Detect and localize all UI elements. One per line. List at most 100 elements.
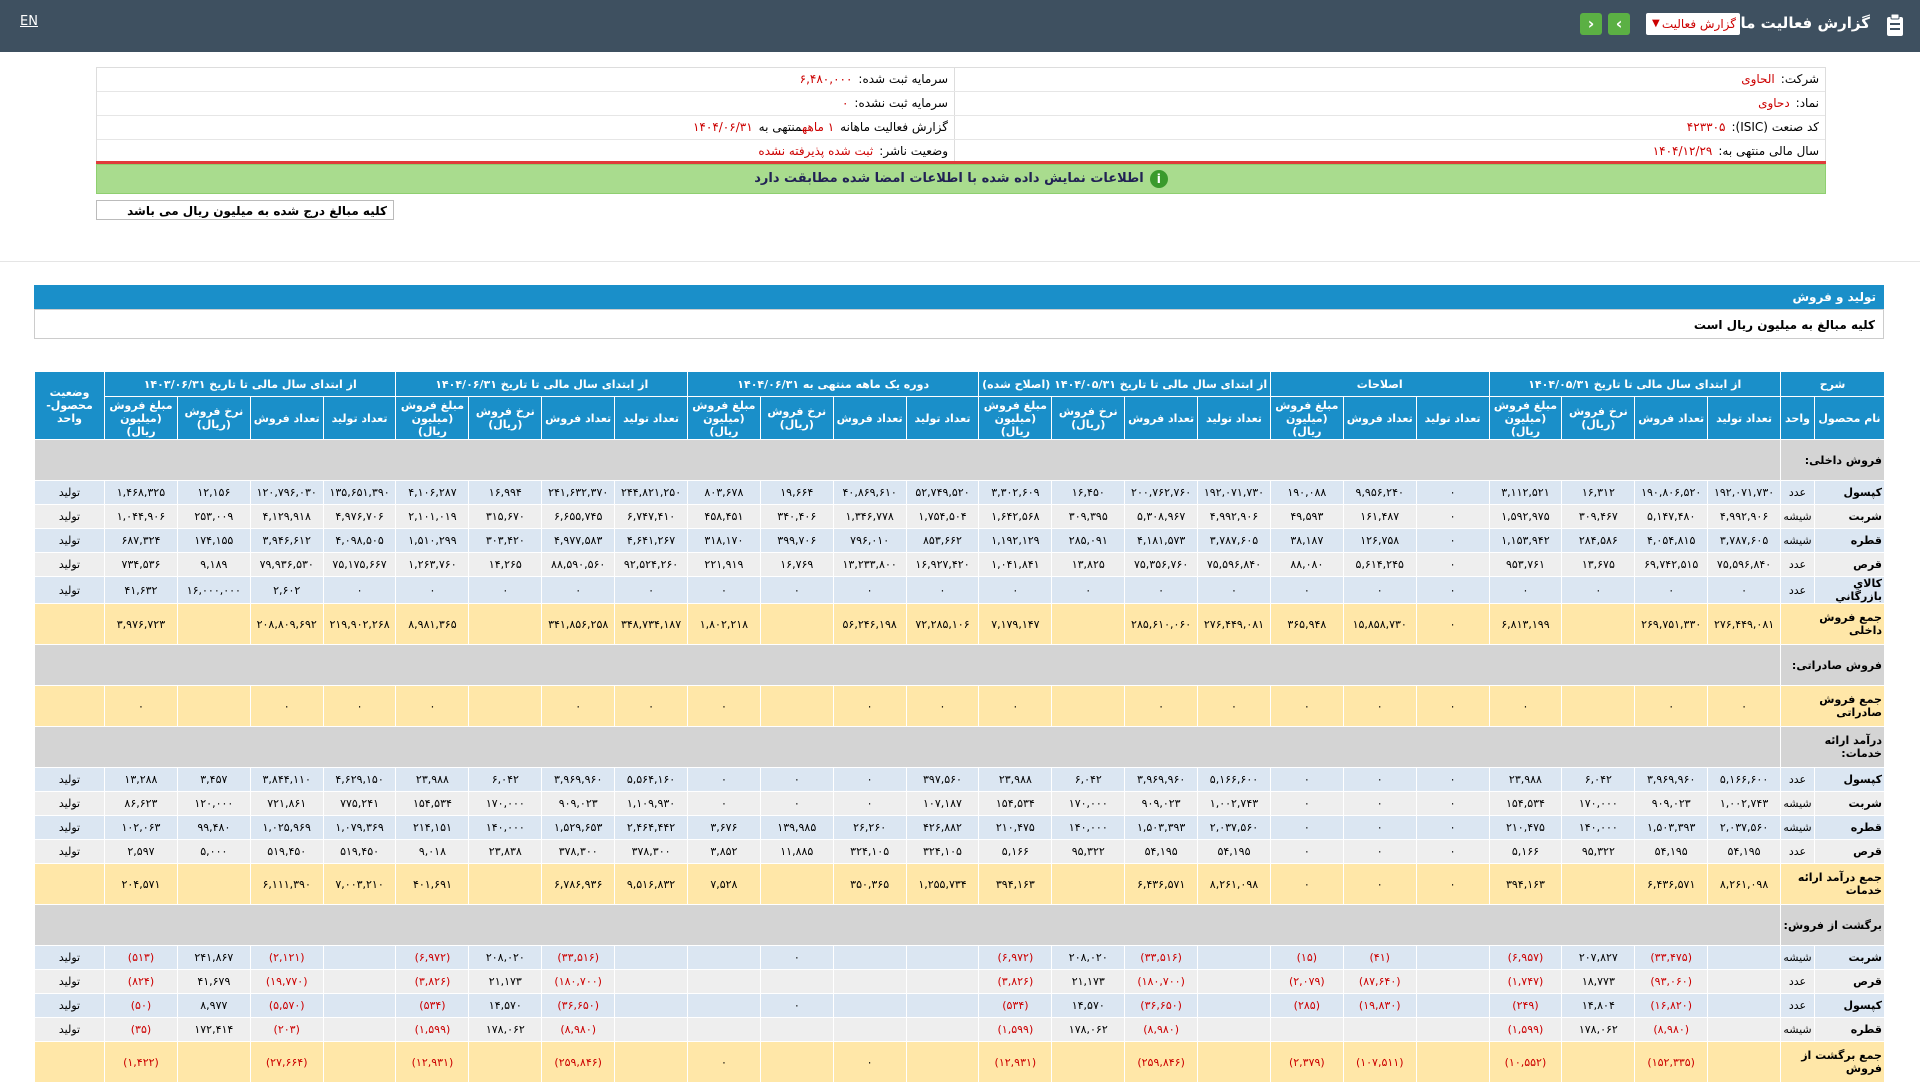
table-cell: ۴,۶۴۱,۲۶۷ (615, 529, 688, 553)
table-cell (35, 864, 105, 905)
unit: شیشه (1780, 1018, 1814, 1042)
table-cell: ۳۲۴,۱۰۵ (906, 840, 979, 864)
column-header: نرخ فروش (ریال) (1052, 397, 1125, 440)
group-header: شرح (1780, 372, 1884, 397)
table-cell: ۱۳,۲۸۸ (105, 768, 178, 792)
info-field: نماد:دحاوی (1758, 92, 1819, 115)
table-cell: (۹۳,۰۶۰) (1635, 970, 1708, 994)
product-name: کپسول (1814, 994, 1884, 1018)
table-cell: ۱۵,۸۵۸,۷۳۰ (1343, 604, 1416, 645)
table-cell: ۵,۰۰۰ (177, 840, 250, 864)
table-cell (615, 1018, 688, 1042)
table-cell: ۳۴۱,۸۵۶,۲۵۸ (542, 604, 615, 645)
table-cell: ۰ (760, 577, 833, 604)
table-cell: ۰ (1416, 577, 1489, 604)
report-icon (1884, 13, 1906, 37)
table-cell: ۳۹۴,۱۶۳ (979, 864, 1052, 905)
info-field: وضعیت ناشر:ثبت شده پذیرفته نشده (108, 140, 955, 163)
table-cell (1562, 604, 1635, 645)
total-name: جمع درآمد ارائه خدمات (1780, 864, 1884, 905)
column-header: تعداد تولید (323, 397, 396, 440)
table-cell: ۴۹,۵۹۳ (1270, 505, 1343, 529)
table-cell: (۸۷,۶۴۰) (1343, 970, 1416, 994)
column-header: نرخ فروش (ریال) (469, 397, 542, 440)
table-cell: ۵,۳۰۸,۹۶۷ (1125, 505, 1198, 529)
table-cell: ۰ (687, 792, 760, 816)
report-dropdown[interactable]: گزارش فعالیت▼ (1646, 13, 1740, 35)
table-cell: ۱۸,۷۷۳ (1562, 970, 1635, 994)
table-cell: ۱,۶۴۲,۵۶۸ (979, 505, 1052, 529)
field-value: ۱ ماهه (802, 120, 834, 134)
table-cell: ۰ (1489, 686, 1562, 727)
unit: عدد (1780, 970, 1814, 994)
data-row: کپسولعدد(۱۶,۸۲۰)۱۴,۸۰۴(۲۴۹)(۱۹,۸۳۰)(۲۸۵)… (35, 994, 1885, 1018)
table-cell: (۶,۹۷۲) (979, 946, 1052, 970)
group-header: از ابتدای سال مالی تا تاریخ ۱۴۰۳/۰۶/۳۱ (105, 372, 396, 397)
table-cell: ۰ (687, 1042, 760, 1083)
unit: عدد (1780, 577, 1814, 604)
table-cell (1416, 970, 1489, 994)
table-cell (687, 1018, 760, 1042)
table-cell: (۳۳,۵۱۶) (542, 946, 615, 970)
column-header: وضعیت محصول-واحد (35, 372, 105, 440)
table-cell: ۳۴۸,۷۳۴,۱۸۷ (615, 604, 688, 645)
table-cell: ۱۷۸,۰۶۲ (1052, 1018, 1125, 1042)
table-cell: (۲,۳۷۹) (1270, 1042, 1343, 1083)
table-cell: ۰ (1343, 768, 1416, 792)
table-cell: (۱۵۲,۳۳۵) (1635, 1042, 1708, 1083)
table-cell: ۲۶۹,۷۵۱,۳۳۰ (1635, 604, 1708, 645)
table-cell (687, 970, 760, 994)
column-header: واحد (1780, 397, 1814, 440)
table-cell: ۱,۰۴۴,۹۰۶ (105, 505, 178, 529)
table-cell: (۱۲,۹۳۱) (396, 1042, 469, 1083)
table-cell: ۰ (687, 577, 760, 604)
table-cell: (۳۶,۶۵۰) (1125, 994, 1198, 1018)
next-button[interactable]: › (1608, 13, 1630, 35)
status: تولید (35, 553, 105, 577)
field-label: سرمایه ثبت شده: (858, 72, 948, 86)
column-header: تعداد فروش (1635, 397, 1708, 440)
table-cell: ۸۸,۵۹۰,۵۶۰ (542, 553, 615, 577)
table-cell: ۲۵۳,۰۰۹ (177, 505, 250, 529)
table-cell: ۰ (1635, 577, 1708, 604)
table-cell (760, 1042, 833, 1083)
table-cell: ۲۳,۸۳۸ (469, 840, 542, 864)
table-cell: ۲۱۹,۹۰۲,۲۶۸ (323, 604, 396, 645)
column-header: نرخ فروش (ریال) (760, 397, 833, 440)
info-field: سال مالی منتهی به:۱۴۰۴/۱۲/۲۹ (1653, 140, 1819, 163)
table-cell: ۰ (833, 686, 906, 727)
table-cell: ۳,۹۶۹,۹۶۰ (1125, 768, 1198, 792)
table-cell: (۱۶,۸۲۰) (1635, 994, 1708, 1018)
table-cell: ۰ (323, 577, 396, 604)
table-cell: ۱,۱۵۳,۹۴۲ (1489, 529, 1562, 553)
column-header: نام محصول (1814, 397, 1884, 440)
table-cell: ۹۰۹,۰۲۳ (1125, 792, 1198, 816)
table-cell (833, 1018, 906, 1042)
table-cell: (۶,۹۷۲) (396, 946, 469, 970)
table-cell: ۵۱۹,۴۵۰ (250, 840, 323, 864)
table-cell: ۲,۱۰۱,۰۱۹ (396, 505, 469, 529)
data-row: شربتشیشه۱,۰۰۲,۷۴۳۹۰۹,۰۲۳۱۷۰,۰۰۰۱۵۴,۵۳۴۰۰… (35, 792, 1885, 816)
table-cell (323, 1042, 396, 1083)
table-cell: ۴,۹۹۲,۹۰۶ (1708, 505, 1781, 529)
section-title: فروش صادراتی: (1780, 645, 1884, 686)
unit: شیشه (1780, 792, 1814, 816)
table-cell: ۷,۰۰۳,۲۱۰ (323, 864, 396, 905)
table-cell: ۳۵۰,۳۶۵ (833, 864, 906, 905)
language-switch[interactable]: EN (20, 14, 38, 29)
table-cell: ۱,۵۹۲,۹۷۵ (1489, 505, 1562, 529)
table-cell: ۰ (760, 994, 833, 1018)
table-cell: ۰ (396, 577, 469, 604)
table-cell: ۴,۰۹۸,۵۰۵ (323, 529, 396, 553)
table-cell: ۰ (1416, 864, 1489, 905)
prev-button[interactable]: ‹ (1580, 13, 1602, 35)
table-cell: (۶,۹۵۷) (1489, 946, 1562, 970)
table-cell: ۱۳۵,۶۵۱,۳۹۰ (323, 481, 396, 505)
section-row: درآمد ارائه خدمات: (35, 727, 1885, 768)
table-cell: (۴۱) (1343, 946, 1416, 970)
table-cell: ۰ (1270, 577, 1343, 604)
table-cell: (۱,۵۹۹) (979, 1018, 1052, 1042)
data-row: قطرهشیشه(۸,۹۸۰)۱۷۸,۰۶۲(۱,۵۹۹)(۸,۹۸۰)۱۷۸,… (35, 1018, 1885, 1042)
table-cell: ۰ (1343, 864, 1416, 905)
table-cell: ۳,۳۰۲,۶۰۹ (979, 481, 1052, 505)
